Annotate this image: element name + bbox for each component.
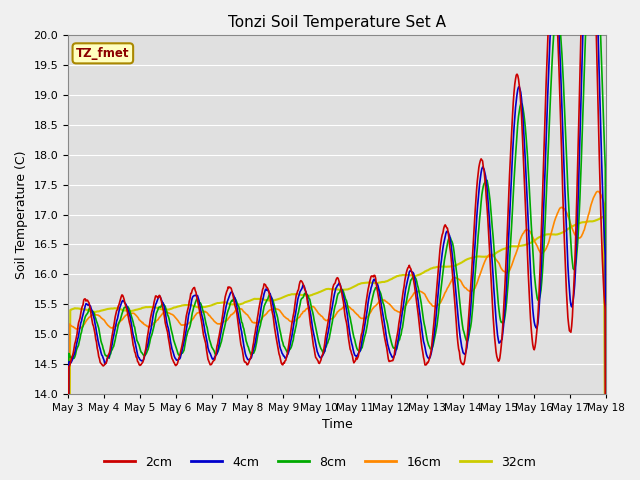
Line: 16cm: 16cm	[68, 192, 606, 480]
8cm	[184, 329, 191, 335]
Y-axis label: Soil Temperature (C): Soil Temperature (C)	[15, 150, 28, 279]
2cm	[418, 345, 426, 351]
Legend: 2cm, 4cm, 8cm, 16cm, 32cm: 2cm, 4cm, 8cm, 16cm, 32cm	[99, 451, 541, 474]
16cm	[418, 289, 426, 295]
16cm	[74, 326, 81, 332]
32cm	[403, 272, 410, 278]
Title: Tonzi Soil Temperature Set A: Tonzi Soil Temperature Set A	[228, 15, 446, 30]
8cm	[129, 319, 137, 325]
2cm	[403, 270, 410, 276]
4cm	[403, 283, 410, 289]
8cm	[212, 351, 220, 357]
Line: 4cm: 4cm	[68, 0, 606, 480]
32cm	[74, 306, 81, 312]
32cm	[129, 308, 137, 313]
16cm	[129, 311, 137, 316]
8cm	[418, 306, 426, 312]
32cm	[212, 301, 220, 307]
32cm	[184, 302, 191, 308]
16cm	[212, 320, 220, 326]
4cm	[212, 352, 220, 358]
4cm	[418, 328, 426, 334]
16cm	[403, 302, 410, 308]
8cm	[403, 299, 410, 305]
8cm	[74, 344, 81, 350]
32cm	[418, 270, 426, 276]
2cm	[184, 307, 191, 312]
2cm	[74, 325, 81, 331]
32cm	[600, 213, 607, 219]
Line: 2cm: 2cm	[68, 0, 606, 480]
Line: 8cm: 8cm	[68, 0, 606, 480]
4cm	[74, 336, 81, 342]
4cm	[129, 332, 137, 337]
2cm	[129, 342, 137, 348]
2cm	[212, 349, 220, 355]
16cm	[184, 321, 191, 327]
Text: TZ_fmet: TZ_fmet	[76, 47, 129, 60]
Line: 32cm: 32cm	[68, 216, 606, 480]
X-axis label: Time: Time	[322, 419, 353, 432]
4cm	[184, 319, 191, 324]
16cm	[594, 189, 602, 194]
